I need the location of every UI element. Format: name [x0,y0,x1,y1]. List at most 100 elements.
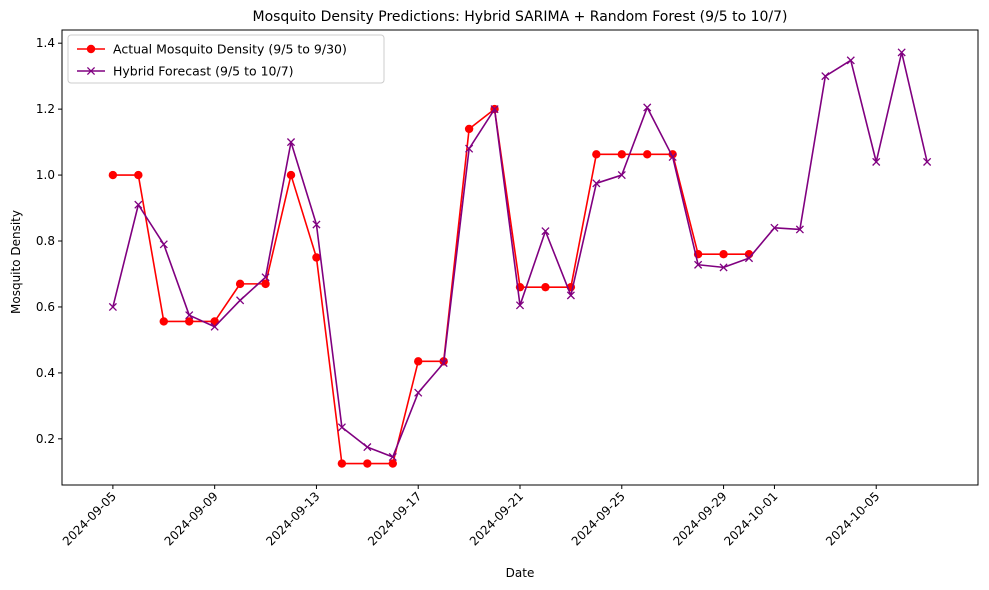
data-point-stroke [490,105,499,114]
data-point-stroke [744,254,754,263]
data-point [770,223,779,232]
data-point [744,254,754,263]
data-layer [108,48,932,468]
data-point [235,279,245,289]
data-point [388,459,397,468]
data-point [388,452,397,462]
data-point-stroke [821,72,830,81]
data-point [439,358,448,368]
legend: Actual Mosquito Density (9/5 to 9/30) Hyb… [67,34,385,84]
data-point-stroke [210,322,219,331]
data-point [541,282,550,292]
data-point [464,124,474,134]
data-point-stroke [515,301,525,310]
data-point [108,170,118,180]
data-point [592,150,601,159]
data-point-stroke [566,291,575,300]
series-line-0 [112,108,749,465]
data-point [414,357,423,366]
data-point-stroke [363,443,372,452]
data-point [617,150,626,159]
data-point [261,279,270,289]
data-point [643,150,652,159]
data-point-stroke [846,56,855,65]
data-point-stroke [872,157,881,166]
data-point-stroke [592,179,601,188]
data-point-stroke [388,452,397,462]
data-point [592,179,601,188]
data-point [923,157,932,166]
data-point-stroke [286,138,296,147]
data-point [236,296,245,305]
data-point [643,103,652,112]
data-point [897,48,906,57]
data-point [668,152,677,161]
legend-box [67,34,385,84]
y-tick-label: 0.8 [36,234,55,248]
data-point [846,56,855,65]
data-point-stroke [719,263,728,272]
legend-entry: Actual Mosquito Density (9/5 to 9/30) [77,42,347,57]
data-point-stroke [541,227,550,236]
data-point [617,171,626,180]
data-point [337,459,347,468]
data-point-stroke [261,273,270,282]
data-point [872,157,881,166]
data-point [566,291,575,300]
data-point [694,260,703,269]
y-tick-label: 1.2 [36,102,55,116]
data-point [185,311,194,320]
data-point [515,301,525,310]
data-point [337,423,346,432]
data-point-stroke [770,223,779,232]
data-point [490,105,499,114]
legend-label: Actual Mosquito Density (9/5 to 9/30) [113,42,347,57]
legend-entry: Hybrid Forecast (9/5 to 10/7) [77,64,294,79]
data-point [261,273,270,282]
data-point-stroke [108,302,117,312]
data-point [414,388,423,397]
data-point-stroke [465,144,474,153]
data-point [286,170,296,180]
data-point [286,138,296,147]
data-point [719,263,728,272]
data-point-stroke [795,225,804,234]
data-point [312,253,321,262]
data-point [185,317,194,326]
data-point [821,72,830,81]
data-point-stroke [185,311,194,320]
y-tick-label: 0.2 [36,432,55,446]
data-point [465,144,474,153]
data-point-stroke [617,171,626,180]
y-axis-label: Mosquito Density [9,210,23,314]
data-point-stroke [923,157,932,166]
data-point [134,200,143,209]
data-point [363,459,372,468]
y-tick-label: 0.4 [36,366,55,380]
data-point-stroke [236,296,245,305]
legend-label: Hybrid Forecast (9/5 to 10/7) [113,64,294,79]
data-point-stroke [414,388,423,397]
data-point [159,240,168,249]
data-point-stroke [694,260,703,269]
data-point [541,227,550,236]
y-tick-label: 1.4 [36,36,55,50]
legend-marker [86,44,96,54]
data-point [719,250,728,259]
data-point-stroke [159,240,168,249]
data-point [134,170,143,180]
data-point-stroke [439,358,448,368]
y-tick-label: 1.0 [36,168,55,182]
data-point-stroke [134,200,143,209]
data-point [312,220,321,229]
data-point-stroke [668,152,677,161]
data-point [108,302,117,312]
data-point-stroke [643,103,652,112]
data-point [795,225,804,234]
data-point-stroke [312,220,321,229]
data-point-stroke [337,423,346,432]
data-point-stroke [897,48,906,57]
y-tick-label: 0.6 [36,300,55,314]
x-axis-label: Date [506,566,535,580]
